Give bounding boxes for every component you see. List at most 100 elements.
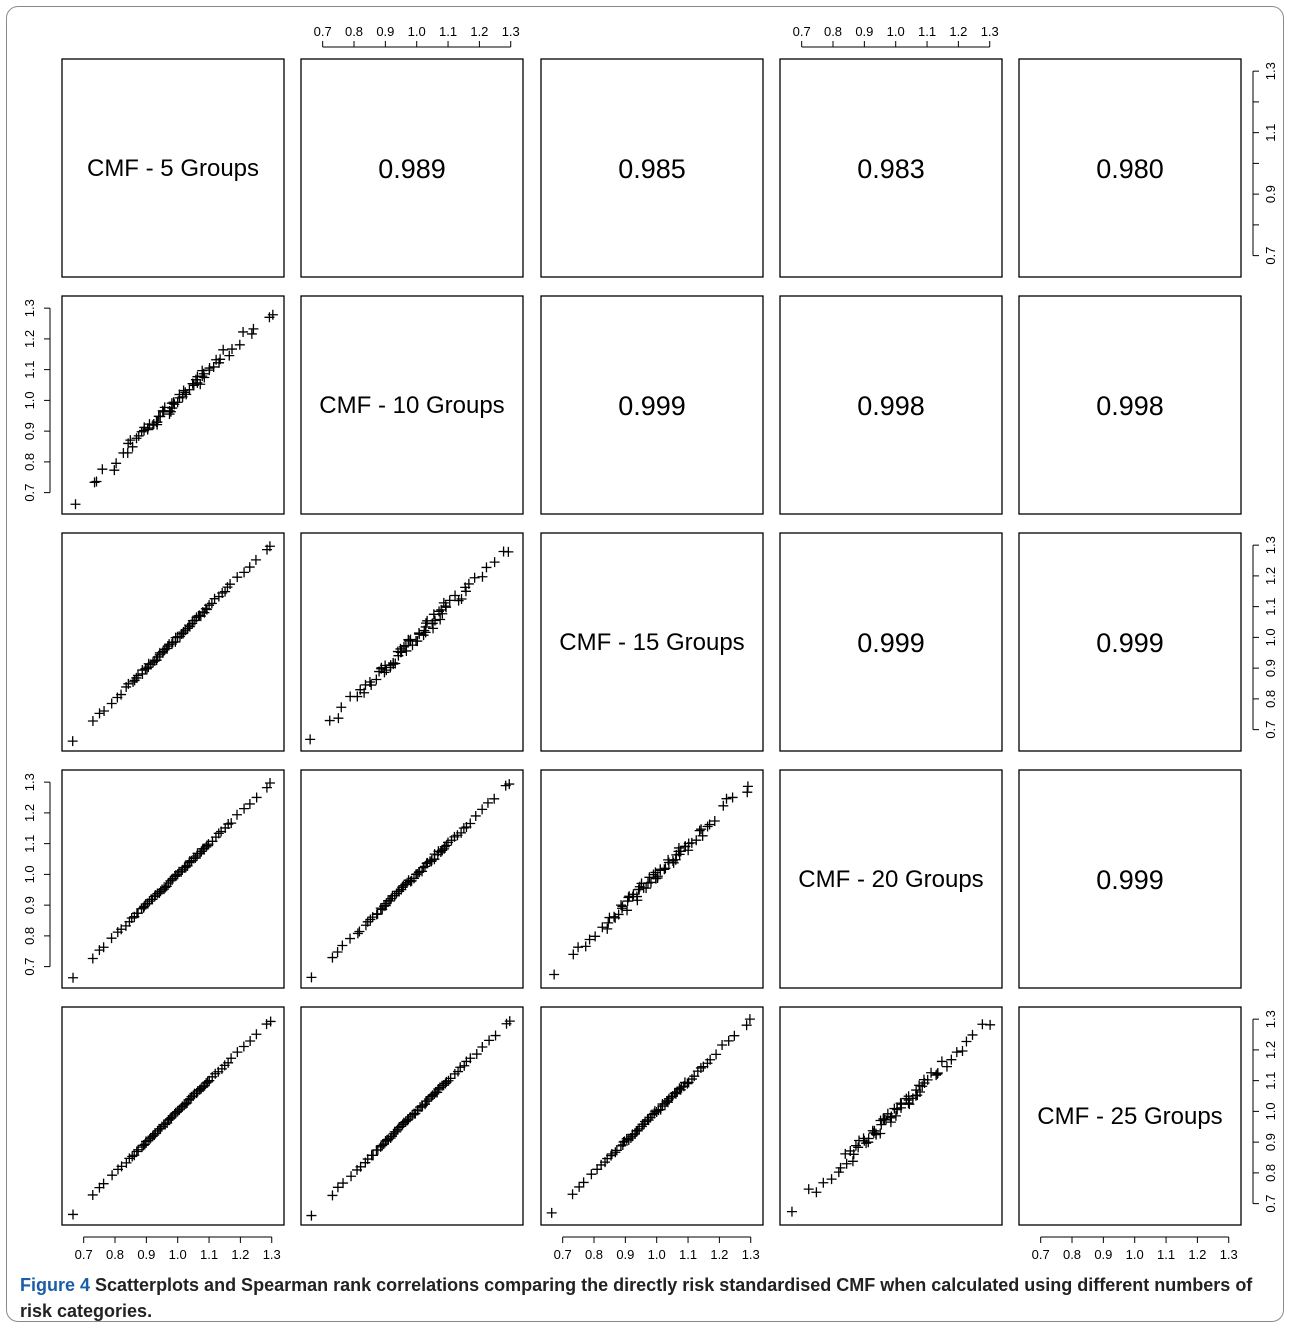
point-r4-c2-63	[705, 1054, 716, 1065]
point-r4-c3-63	[946, 1054, 957, 1065]
point-r3-c0-4	[106, 933, 117, 944]
point-r1-c0-3	[97, 464, 108, 475]
point-r3-c1-69	[504, 779, 515, 790]
point-r4-c3-5	[833, 1167, 844, 1178]
panel-r0-c0	[61, 58, 285, 278]
x-tick-label-bottom-c2-6: 1.3	[742, 1247, 760, 1262]
point-r4-c1-65	[477, 1041, 488, 1052]
correlation-r0-c4: 0.980	[1096, 154, 1164, 184]
panel-r0-c3	[779, 58, 1003, 278]
point-r1-c0-69	[267, 309, 278, 320]
point-r2-c0-4	[106, 698, 117, 709]
point-r2-c0-63	[225, 579, 236, 590]
y-tick-label-right-r4-1: 0.8	[1263, 1164, 1278, 1182]
point-r1-c0-43	[184, 384, 195, 395]
point-r2-c1-58	[450, 590, 461, 601]
point-r3-c1-3	[337, 940, 348, 951]
point-r1-c0-60	[215, 354, 226, 365]
y-tick-label-right-r2-2: 0.9	[1263, 659, 1278, 677]
point-r3-c2-66	[721, 793, 732, 804]
panel-r2-c0	[61, 532, 285, 752]
point-r4-c3-18	[861, 1138, 872, 1149]
point-r2-c0-0	[67, 736, 78, 747]
y-tick-label-left-r1-1: 0.8	[22, 453, 37, 471]
point-r2-c0-1	[87, 716, 98, 727]
point-r1-c0-61	[218, 344, 229, 355]
point-r4-c1-60	[455, 1062, 466, 1073]
point-r3-c2-62	[704, 819, 715, 830]
x-tick-label-top-c1-3: 1.0	[408, 24, 426, 39]
y-tick-label-right-r0-2: 1.1	[1263, 124, 1278, 142]
x-tick-label-bottom-c4-6: 1.3	[1220, 1247, 1238, 1262]
point-r2-c1-7	[359, 687, 370, 698]
point-r4-c3-1	[803, 1184, 814, 1195]
point-r3-c2-23	[631, 891, 642, 902]
point-r3-c0-43	[184, 857, 195, 868]
point-r4-c3-60	[932, 1068, 943, 1078]
point-r4-c3-61	[936, 1056, 947, 1067]
point-r3-c2-1	[568, 949, 579, 960]
point-r4-c3-19	[863, 1133, 874, 1144]
point-r3-c0-3	[98, 942, 109, 953]
point-r2-c1-54	[437, 608, 448, 619]
y-tick-label-left-r3-5: 1.2	[22, 804, 37, 822]
point-r4-c0-41	[180, 1098, 191, 1109]
point-r4-c3-2	[811, 1187, 822, 1198]
point-r3-c1-66	[482, 797, 493, 808]
x-tick-label-top-c3-0: 0.7	[793, 24, 811, 39]
x-tick-label-bottom-c0-0: 0.7	[75, 1247, 93, 1262]
caption-label: Figure 4	[20, 1275, 91, 1295]
point-r3-c1-33	[406, 875, 417, 886]
point-r4-c0-69	[265, 1016, 276, 1027]
x-tick-label-bottom-c2-3: 1.0	[648, 1247, 666, 1262]
point-r4-c0-65	[238, 1041, 249, 1052]
y-tick-label-right-r0-1: 0.9	[1263, 185, 1278, 203]
point-r4-c2-31	[643, 1115, 654, 1126]
y-tick-label-right-r4-3: 1.0	[1263, 1102, 1278, 1120]
x-tick-label-bottom-c2-4: 1.1	[679, 1247, 697, 1262]
point-r3-c0-9	[126, 912, 137, 923]
y-tick-label-left-r1-2: 0.9	[22, 422, 37, 440]
y-tick-label-left-r1-3: 1.0	[22, 391, 37, 409]
point-r2-c0-2	[94, 708, 105, 719]
point-r4-c0-68	[261, 1019, 272, 1030]
point-r4-c1-59	[453, 1066, 464, 1077]
point-r4-c2-66	[723, 1035, 734, 1046]
y-tick-label-left-r1-6: 1.3	[22, 299, 37, 317]
point-r3-c1-5	[352, 928, 363, 939]
point-r3-c1-67	[489, 793, 500, 804]
point-r2-c1-56	[440, 601, 451, 612]
point-r4-c2-21	[627, 1131, 638, 1142]
point-r1-c0-67	[248, 323, 259, 334]
correlation-r3-c4: 0.999	[1096, 865, 1164, 895]
point-r2-c1-33	[405, 634, 416, 645]
point-r3-c1-65	[477, 804, 488, 815]
point-r2-c1-10	[366, 680, 377, 691]
point-r2-c1-11	[371, 674, 382, 685]
point-r4-c2-2	[574, 1181, 585, 1192]
panel-r4-c2	[540, 1006, 764, 1226]
correlation-r2-c3: 0.999	[857, 628, 925, 658]
correlation-r0-c3: 0.983	[857, 154, 925, 184]
point-r4-c1-69	[504, 1016, 515, 1027]
point-r4-c3-36	[890, 1110, 901, 1121]
point-r3-c2-12	[610, 912, 621, 923]
point-r4-c0-55	[202, 1077, 213, 1088]
point-r1-c0-40	[180, 387, 191, 398]
point-r4-c0-4	[107, 1170, 118, 1181]
point-r3-c2-38	[652, 871, 663, 882]
y-tick-label-right-r0-0: 0.7	[1263, 247, 1278, 265]
point-r2-c0-3	[99, 705, 110, 716]
y-tick-label-left-r3-3: 1.0	[22, 865, 37, 883]
panel-r2-c3	[779, 532, 1003, 752]
panel-r1-c4	[1018, 295, 1242, 515]
point-r4-c2-68	[741, 1020, 752, 1031]
point-r4-c1-21	[388, 1128, 399, 1139]
point-r3-c2-10	[609, 911, 620, 922]
point-r1-c0-2	[91, 476, 102, 487]
panel-r4-c0	[61, 1006, 285, 1226]
point-r3-c1-9	[365, 914, 376, 925]
point-r4-c3-4	[826, 1174, 837, 1185]
x-tick-label-top-c1-2: 0.9	[376, 24, 394, 39]
point-r4-c1-1	[327, 1190, 338, 1201]
